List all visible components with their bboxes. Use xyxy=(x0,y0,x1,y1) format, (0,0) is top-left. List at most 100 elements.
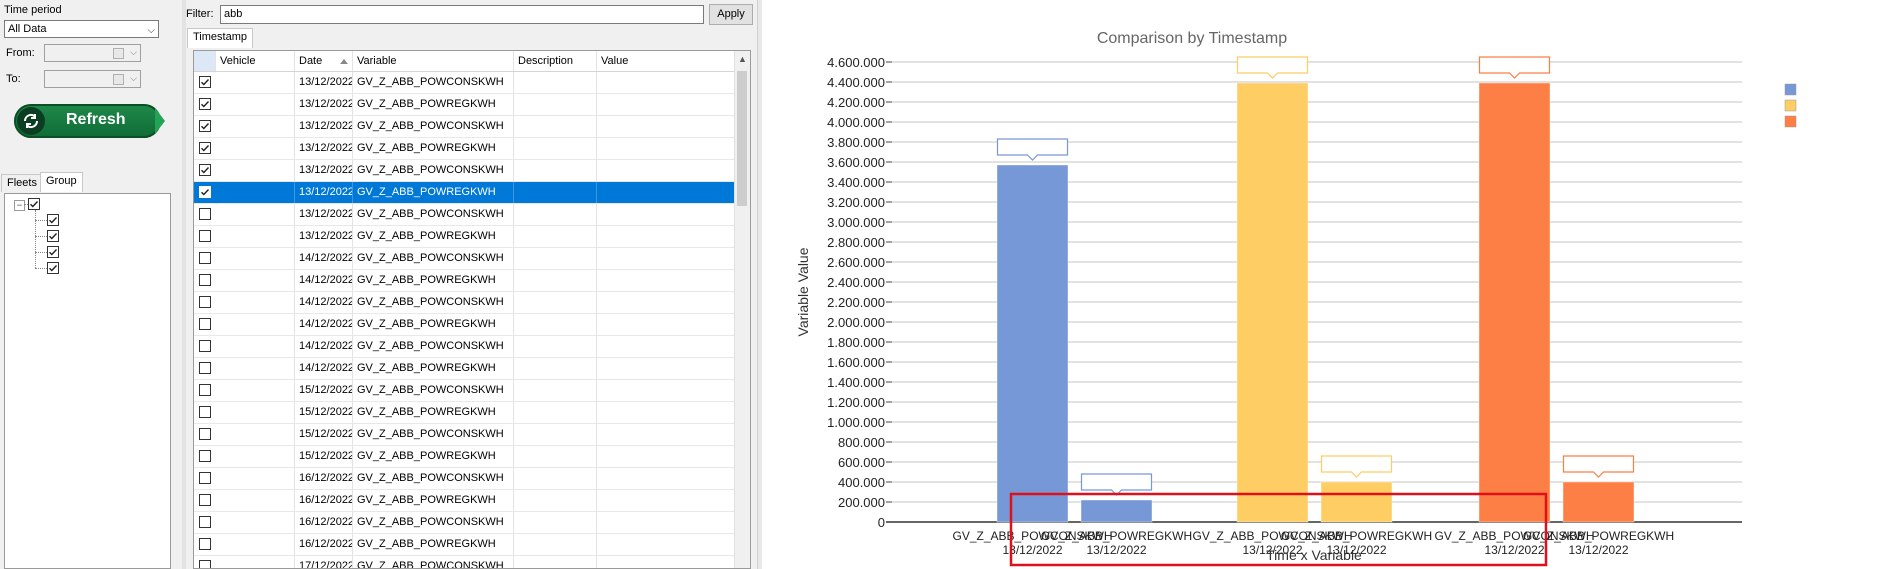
row-checkbox[interactable] xyxy=(199,274,211,286)
tree-child-checkbox[interactable] xyxy=(47,214,59,226)
cell-vehicle xyxy=(216,402,295,423)
row-checkbox[interactable] xyxy=(199,296,211,308)
table-row[interactable]: 13/12/2022 GV_Z_ABB_POWREGKWH xyxy=(194,226,736,248)
cell-variable: GV_Z_ABB_POWREGKWH xyxy=(353,270,514,291)
cell-variable: GV_Z_ABB_POWREGKWH xyxy=(353,358,514,379)
table-row[interactable]: 13/12/2022 GV_Z_ABB_POWREGKWH xyxy=(194,138,736,160)
table-row[interactable]: 13/12/2022 GV_Z_ABB_POWCONSKWH xyxy=(194,116,736,138)
collapse-icon[interactable]: − xyxy=(14,200,25,211)
cell-value xyxy=(597,270,736,291)
cell-variable: GV_Z_ABB_POWCONSKWH xyxy=(353,380,514,401)
table-row[interactable]: 14/12/2022 GV_Z_ABB_POWCONSKWH xyxy=(194,248,736,270)
table-row[interactable]: 15/12/2022 GV_Z_ABB_POWCONSKWH xyxy=(194,380,736,402)
column-header-vehicle[interactable]: Vehicle xyxy=(216,51,295,71)
row-checkbox[interactable] xyxy=(199,142,211,154)
filter-input[interactable]: abb xyxy=(220,5,704,24)
tree-root-checkbox[interactable] xyxy=(28,198,40,210)
panel-splitter[interactable] xyxy=(182,0,186,569)
table-row[interactable]: 14/12/2022 GV_Z_ABB_POWREGKWH xyxy=(194,270,736,292)
row-checkbox[interactable] xyxy=(199,406,211,418)
table-row[interactable]: 14/12/2022 GV_Z_ABB_POWCONSKWH xyxy=(194,336,736,358)
tree-child-checkbox[interactable] xyxy=(47,230,59,242)
table-row[interactable]: 16/12/2022 GV_Z_ABB_POWCONSKWH xyxy=(194,512,736,534)
row-checkbox[interactable] xyxy=(199,494,211,506)
cell-variable: GV_Z_ABB_POWREGKWH xyxy=(353,182,514,203)
column-header-variable[interactable]: Variable xyxy=(353,51,514,71)
table-row[interactable]: 14/12/2022 GV_Z_ABB_POWREGKWH xyxy=(194,358,736,380)
table-row[interactable]: 15/12/2022 GV_Z_ABB_POWCONSKWH xyxy=(194,424,736,446)
column-header-value[interactable]: Value xyxy=(601,55,629,67)
scrollbar-thumb[interactable] xyxy=(737,71,747,206)
row-checkbox[interactable] xyxy=(199,186,211,198)
row-checkbox[interactable] xyxy=(199,472,211,484)
column-header-description[interactable]: Description xyxy=(514,51,597,71)
row-checkbox[interactable] xyxy=(199,98,211,110)
row-checkbox[interactable] xyxy=(199,516,211,528)
row-checkbox[interactable] xyxy=(199,560,211,568)
table-row[interactable]: 15/12/2022 GV_Z_ABB_POWREGKWH xyxy=(194,446,736,468)
from-date-picker[interactable]: ⌵ xyxy=(44,44,141,62)
y-tick-label: 2.800.000 xyxy=(827,235,885,250)
legend-swatch xyxy=(1784,99,1797,112)
tab-timestamp[interactable]: Timestamp xyxy=(187,28,253,48)
cell-description xyxy=(514,336,597,357)
row-checkbox[interactable] xyxy=(199,164,211,176)
vertical-scrollbar[interactable]: ▲ xyxy=(734,51,750,568)
cell-vehicle xyxy=(216,72,295,93)
cell-description xyxy=(514,512,597,533)
row-checkbox[interactable] xyxy=(199,252,211,264)
cell-vehicle xyxy=(216,248,295,269)
data-grid: Vehicle Date Variable Description Value … xyxy=(193,50,751,569)
tab-fleets[interactable]: Fleets xyxy=(1,174,43,192)
table-row[interactable]: 17/12/2022 GV_Z_ABB_POWCONSKWH xyxy=(194,556,736,568)
column-header-date[interactable]: Date xyxy=(295,51,353,71)
row-checkbox[interactable] xyxy=(199,208,211,220)
table-row[interactable]: 13/12/2022 GV_Z_ABB_POWCONSKWH xyxy=(194,72,736,94)
cell-description xyxy=(514,160,597,181)
data-label-callout xyxy=(1478,56,1551,79)
table-row[interactable]: 14/12/2022 GV_Z_ABB_POWREGKWH xyxy=(194,314,736,336)
row-checkbox[interactable] xyxy=(199,362,211,374)
tree-child-checkbox[interactable] xyxy=(47,246,59,258)
cell-vehicle xyxy=(216,94,295,115)
row-checkbox[interactable] xyxy=(199,318,211,330)
y-tick-label: 4.200.000 xyxy=(827,95,885,110)
calendar-icon xyxy=(113,74,124,85)
cell-date: 13/12/2022 xyxy=(295,94,353,115)
cell-value xyxy=(597,446,736,467)
cell-variable: GV_Z_ABB_POWREGKWH xyxy=(353,138,514,159)
cell-description xyxy=(514,138,597,159)
row-checkbox[interactable] xyxy=(199,76,211,88)
row-checkbox[interactable] xyxy=(199,428,211,440)
y-tick-label: 3.600.000 xyxy=(827,155,885,170)
tab-group[interactable]: Group xyxy=(40,172,83,192)
to-date-picker[interactable]: ⌵ xyxy=(44,70,141,88)
row-checkbox[interactable] xyxy=(199,340,211,352)
data-label-callout xyxy=(1320,455,1393,478)
cell-description xyxy=(514,446,597,467)
table-row[interactable]: 13/12/2022 GV_Z_ABB_POWCONSKWH xyxy=(194,160,736,182)
cell-variable: GV_Z_ABB_POWCONSKWH xyxy=(353,248,514,269)
time-period-select[interactable]: All Data ⌵ xyxy=(4,20,159,38)
row-checkbox[interactable] xyxy=(199,120,211,132)
table-row[interactable]: 15/12/2022 GV_Z_ABB_POWREGKWH xyxy=(194,402,736,424)
row-checkbox[interactable] xyxy=(199,450,211,462)
table-row[interactable]: 13/12/2022 GV_Z_ABB_POWCONSKWH xyxy=(194,204,736,226)
table-row[interactable]: 16/12/2022 GV_Z_ABB_POWCONSKWH xyxy=(194,468,736,490)
refresh-button[interactable]: Refresh xyxy=(14,104,165,138)
row-checkbox[interactable] xyxy=(199,384,211,396)
cell-description xyxy=(514,358,597,379)
apply-button[interactable]: Apply xyxy=(709,4,753,25)
tree-child-checkbox[interactable] xyxy=(47,262,59,274)
row-checkbox[interactable] xyxy=(199,230,211,242)
table-row[interactable]: 16/12/2022 GV_Z_ABB_POWREGKWH xyxy=(194,490,736,512)
scroll-up-icon[interactable]: ▲ xyxy=(738,54,747,64)
table-row[interactable]: 13/12/2022 GV_Z_ABB_POWREGKWH xyxy=(194,182,736,204)
panel-splitter[interactable] xyxy=(757,0,762,569)
select-all-header[interactable] xyxy=(194,51,216,71)
row-checkbox[interactable] xyxy=(199,538,211,550)
cell-vehicle xyxy=(216,270,295,291)
table-row[interactable]: 16/12/2022 GV_Z_ABB_POWREGKWH xyxy=(194,534,736,556)
table-row[interactable]: 13/12/2022 GV_Z_ABB_POWREGKWH xyxy=(194,94,736,116)
table-row[interactable]: 14/12/2022 GV_Z_ABB_POWCONSKWH xyxy=(194,292,736,314)
